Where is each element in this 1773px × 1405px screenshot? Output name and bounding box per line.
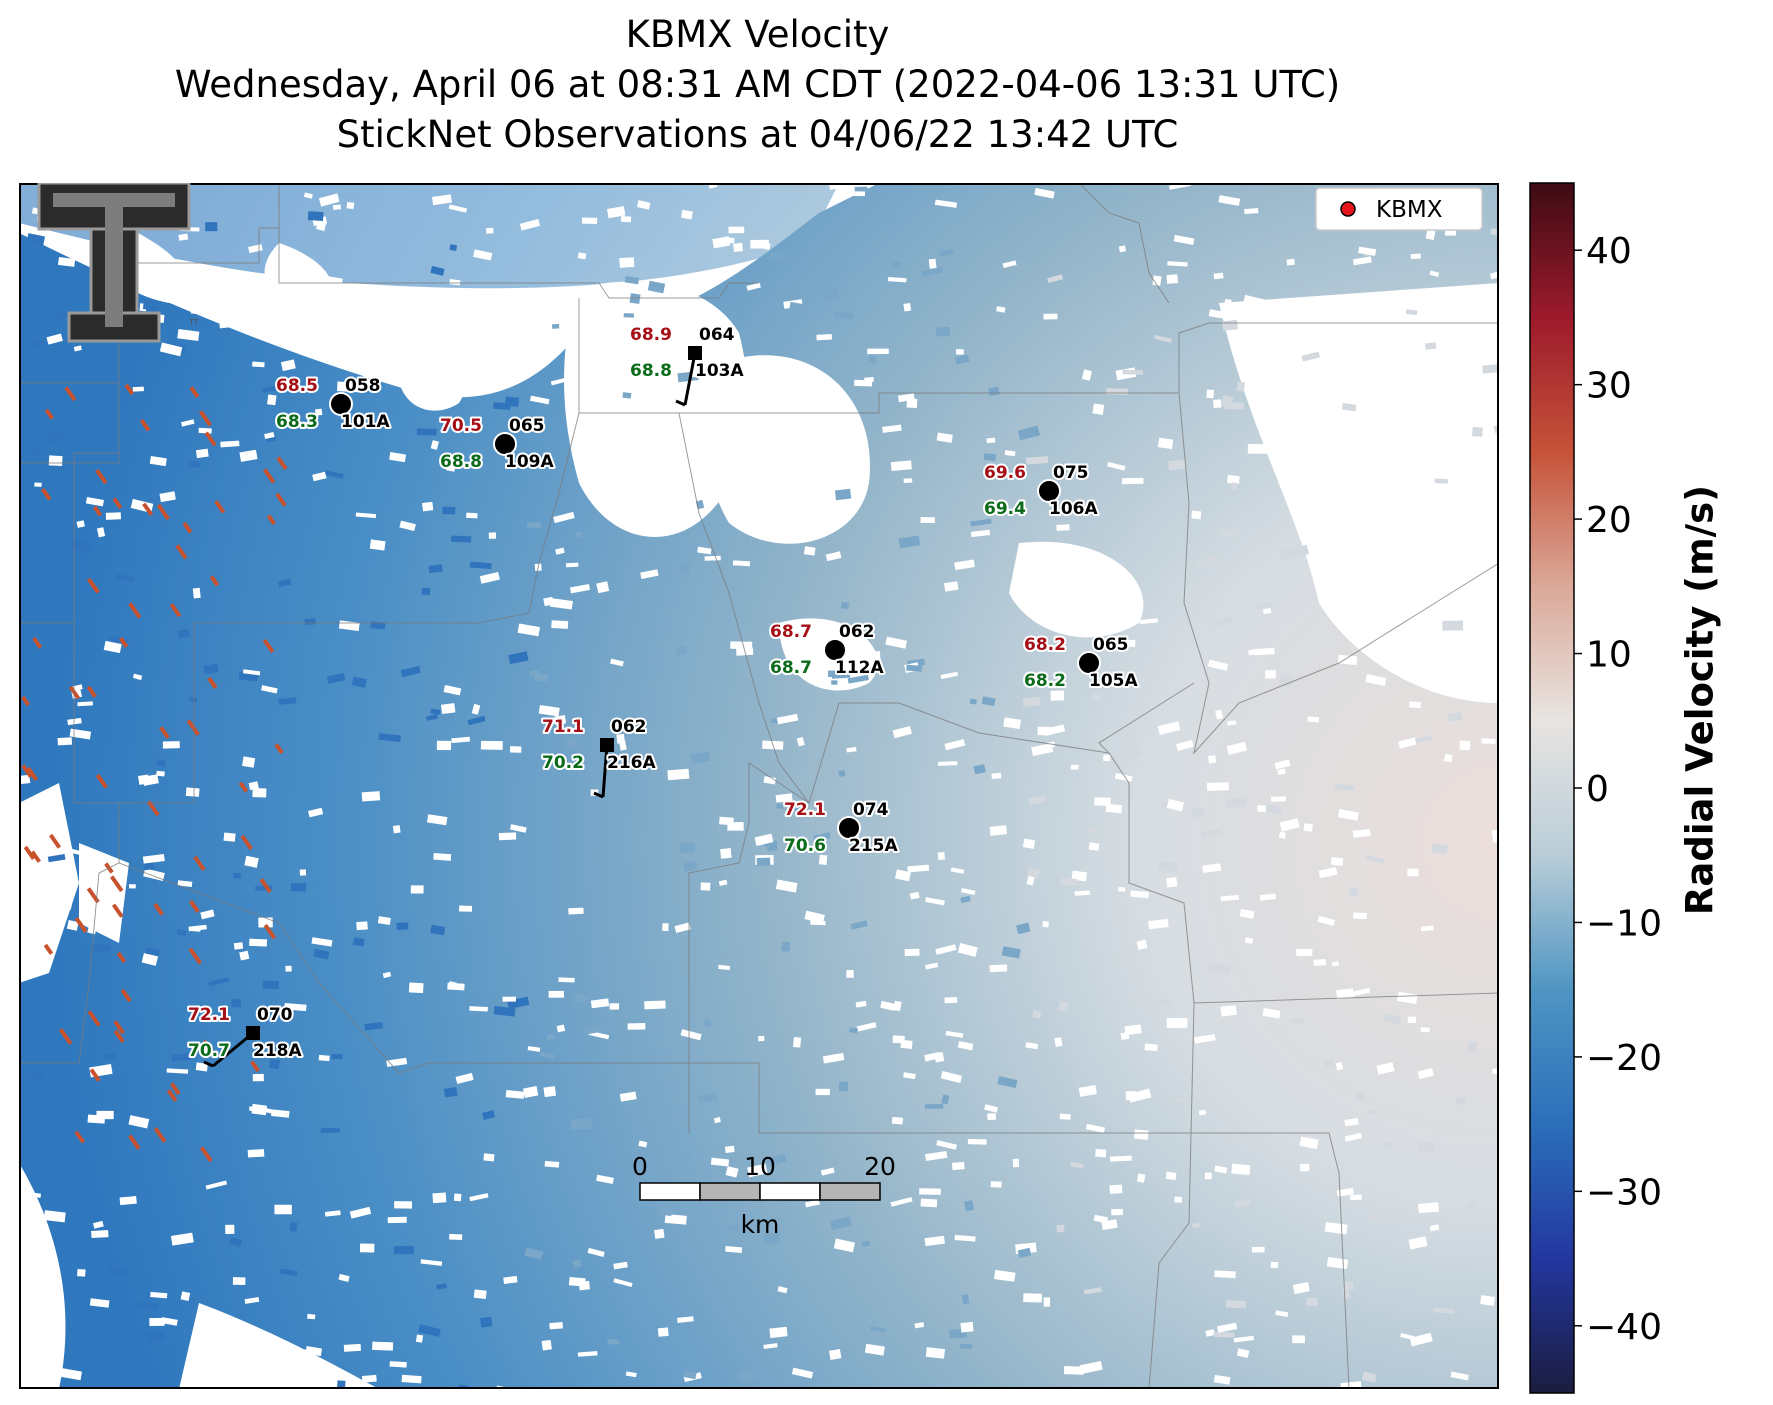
station-wind-direction: 058 — [345, 376, 381, 396]
station-id: 215A — [849, 836, 898, 856]
station-dewpoint: 70.6 — [784, 836, 826, 856]
colorbar-tick-label: −20 — [1586, 1038, 1662, 1079]
station-wind-direction: 062 — [839, 622, 875, 642]
station-wind-direction: 064 — [699, 325, 735, 345]
station-temperature: 71.1 — [542, 717, 584, 737]
scale-label-0: 0 — [632, 1152, 648, 1181]
colorbar-tick-label: −10 — [1586, 903, 1662, 944]
legend-label: KBMX — [1376, 197, 1443, 223]
station-id: 101A — [341, 412, 390, 432]
station-temperature: 68.5 — [276, 376, 318, 396]
station-wind-direction: 062 — [611, 717, 647, 737]
logo-text: TT — [188, 318, 199, 327]
colorbar-tick-label: 20 — [1586, 500, 1632, 541]
scale-label-10: 10 — [744, 1152, 776, 1181]
station-marker — [600, 738, 614, 752]
station-216A[interactable]: 71.1 062 70.2 216A — [540, 715, 658, 799]
chart-title: KBMX Velocity — [625, 13, 890, 56]
ttu-logo: TT — [37, 183, 199, 343]
station-temperature: 68.2 — [1024, 635, 1066, 655]
station-103A[interactable]: 68.9 064 68.8 103A — [628, 323, 746, 407]
station-109A[interactable]: 70.5 065 68.8 109A — [438, 414, 556, 474]
station-112A[interactable]: 68.7 062 68.7 112A — [768, 620, 886, 680]
colorbar-tick-label: 40 — [1586, 231, 1632, 272]
chart-subtitle-obs: StickNet Observations at 04/06/22 13:42 … — [336, 113, 1179, 156]
wind-barb-flag — [593, 791, 604, 799]
station-dewpoint: 70.2 — [542, 753, 584, 773]
colorbar-tick-label: 10 — [1586, 635, 1632, 676]
station-id: 218A — [253, 1041, 302, 1061]
station-wind-direction: 065 — [509, 416, 545, 436]
station-temperature: 70.5 — [440, 416, 482, 436]
station-wind-direction: 074 — [853, 800, 889, 820]
station-id: 103A — [695, 361, 744, 381]
station-wind-direction: 065 — [1093, 635, 1129, 655]
station-218A[interactable]: 72.1 070 70.7 218A — [186, 1003, 304, 1068]
station-temperature: 72.1 — [784, 800, 826, 820]
chart-subtitle-time: Wednesday, April 06 at 08:31 AM CDT (202… — [174, 63, 1341, 106]
station-id: 106A — [1049, 499, 1098, 519]
scale-label-20: 20 — [864, 1152, 896, 1181]
station-id: 216A — [607, 753, 656, 773]
station-dewpoint: 69.4 — [984, 499, 1026, 519]
legend: KBMX — [1315, 187, 1483, 231]
station-marker — [493, 432, 517, 456]
colorbar-label: Radial Velocity (m/s) — [1678, 484, 1722, 916]
station-dewpoint: 68.2 — [1024, 671, 1066, 691]
station-dewpoint: 68.8 — [630, 361, 672, 381]
radar-data-gaps — [19, 223, 1499, 1389]
station-dewpoint: 68.8 — [440, 452, 482, 472]
colorbar-tick-label: −30 — [1586, 1172, 1662, 1213]
station-id: 109A — [505, 452, 554, 472]
wind-barb-flag — [203, 1060, 214, 1068]
station-101A[interactable]: 68.5 058 68.3 101A — [274, 374, 392, 434]
station-temperature: 68.9 — [630, 325, 672, 345]
station-215A[interactable]: 72.1 074 70.6 215A — [782, 798, 900, 858]
station-wind-direction: 075 — [1053, 463, 1089, 483]
county-boundaries — [19, 183, 1499, 1389]
station-temperature: 68.7 — [770, 622, 812, 642]
wind-barb-flag — [675, 399, 686, 407]
wind-barb — [601, 744, 609, 798]
station-105A[interactable]: 68.2 065 68.2 105A — [1022, 633, 1140, 693]
legend-marker-kbmx — [1340, 201, 1356, 217]
colorbar-tick-label: 0 — [1586, 769, 1609, 810]
station-marker — [688, 346, 702, 360]
station-dewpoint: 68.3 — [276, 412, 318, 432]
scale-bar: 0 10 20 km — [632, 1152, 896, 1239]
station-marker — [823, 638, 847, 662]
station-temperature: 72.1 — [188, 1005, 230, 1025]
station-temperature: 69.6 — [984, 463, 1026, 483]
scale-unit: km — [741, 1210, 780, 1239]
station-dewpoint: 68.7 — [770, 658, 812, 678]
station-id: 112A — [835, 658, 884, 678]
radar-speckle — [19, 183, 1499, 1389]
colorbar-tick-label: 30 — [1586, 366, 1632, 407]
station-marker — [246, 1026, 260, 1040]
colorbar-tick-label: −40 — [1586, 1307, 1662, 1348]
colorbar-gradient — [1529, 182, 1575, 1394]
station-marker — [1077, 651, 1101, 675]
station-marker — [329, 392, 353, 416]
colorbar: 40 30 20 10 0 −10 −20 −30 −40 — [1529, 182, 1662, 1394]
station-wind-direction: 070 — [257, 1005, 293, 1025]
wind-barb — [683, 352, 697, 406]
station-marker — [1037, 479, 1061, 503]
station-marker — [837, 816, 861, 840]
station-106A[interactable]: 69.6 075 69.4 106A — [982, 461, 1100, 521]
station-dewpoint: 70.7 — [188, 1041, 230, 1061]
station-id: 105A — [1089, 671, 1138, 691]
